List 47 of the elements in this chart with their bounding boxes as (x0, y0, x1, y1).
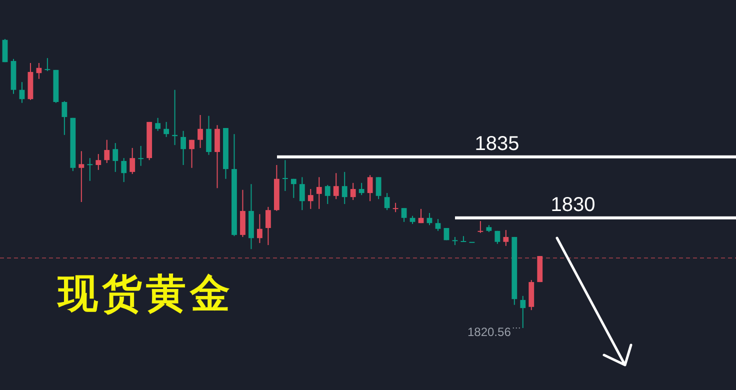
candlestick (503, 230, 509, 246)
candlestick (189, 139, 194, 168)
candlestick (62, 100, 68, 136)
candlestick (78, 150, 84, 202)
candlestick (333, 172, 339, 200)
candlestick (180, 130, 186, 166)
candlestick (520, 295, 526, 328)
candlestick (350, 182, 356, 200)
candlestick (130, 147, 136, 174)
candlestick (478, 220, 484, 234)
candlestick (155, 117, 161, 132)
candlestick (96, 154, 102, 170)
candlestick (444, 228, 450, 241)
annotation: 1835 (474, 132, 520, 155)
candlestick (138, 145, 144, 166)
candlestick (342, 171, 348, 205)
candlestick (358, 182, 364, 196)
candlestick (435, 218, 441, 232)
candlestick (324, 184, 330, 205)
candlestick (494, 230, 500, 244)
candlestick (19, 82, 25, 104)
candlestick (290, 178, 296, 198)
text: 现货黄金 (56, 270, 234, 317)
candlestick (401, 208, 407, 222)
candlestick (265, 206, 271, 246)
candlestick (316, 176, 322, 210)
candlestick (2, 38, 8, 63)
candlestick (282, 160, 288, 192)
candlestick (376, 176, 382, 200)
candlestick (198, 114, 203, 148)
annotation: 1820.56 (468, 325, 512, 339)
candlestick (214, 124, 220, 189)
candlestick (308, 188, 314, 210)
candlestick (104, 139, 110, 164)
candlestick (367, 174, 373, 202)
annotation: 1830 (550, 194, 596, 216)
candlestick (392, 202, 398, 213)
candlestick (206, 115, 212, 156)
candlestick (121, 158, 127, 183)
candlestick (44, 58, 50, 72)
candlestick (384, 192, 390, 211)
candlestick (257, 214, 262, 244)
candlestick (164, 121, 170, 138)
candlestick (240, 189, 246, 238)
candlestick (87, 158, 93, 182)
candlestick (299, 176, 305, 211)
candlestick (112, 142, 118, 172)
